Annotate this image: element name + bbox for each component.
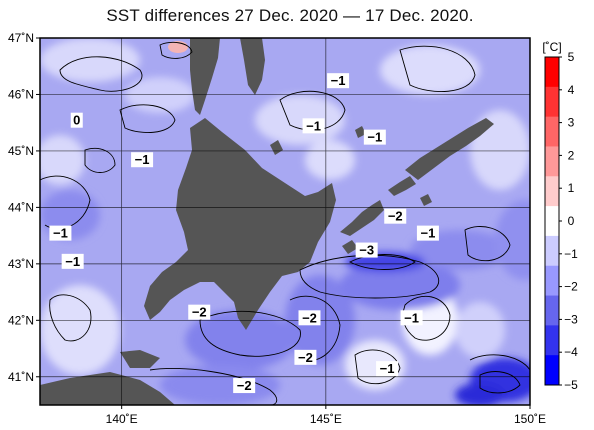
contour-label: −3 (359, 243, 374, 258)
contour-label: −1 (367, 130, 382, 145)
contour-label-bg (376, 361, 399, 377)
contour-label-bg (416, 225, 439, 241)
colorbar-tick-label: −5 (564, 378, 578, 392)
colorbar: 5 4 3 2 1 0 −1 −2 −3 −4 −5 [˚C] (542, 40, 578, 392)
x-tick-label: 150˚E (514, 412, 546, 426)
colorbar-tick-label: −3 (564, 312, 578, 326)
land (40, 38, 494, 405)
colorbar-tick-label: 4 (568, 83, 575, 97)
colorbar-swatch (545, 57, 559, 88)
y-tick-label: 44˚N (8, 200, 34, 214)
colorbar-tick-label: 1 (568, 181, 575, 195)
contour-label: −1 (306, 118, 321, 133)
x-tick-label: 140˚E (106, 412, 138, 426)
contour-label: −1 (380, 361, 395, 376)
colorbar-tick-label: −1 (564, 247, 578, 261)
x-axis: 140˚E 145˚E 150˚E (106, 405, 546, 426)
contour-label-bg (294, 349, 317, 365)
y-tick-label: 43˚N (8, 257, 34, 271)
contour-label: −2 (388, 209, 403, 224)
y-tick-label: 46˚N (8, 87, 34, 101)
x-tick-label: 145˚E (310, 412, 342, 426)
colorbar-tick-label: 0 (568, 214, 575, 228)
colorbar-swatch (545, 176, 559, 207)
contour-lines (40, 41, 530, 405)
y-tick-label: 47˚N (8, 31, 34, 45)
contour-label: −1 (53, 226, 68, 241)
contour-label: −1 (404, 310, 419, 325)
contour-label-bg (70, 112, 83, 128)
contour-label-bg (327, 73, 350, 89)
colorbar-swatch (545, 355, 559, 386)
contour-label-bg (355, 242, 378, 258)
y-tick-label: 42˚N (8, 313, 34, 327)
contour-label: 0 (73, 113, 80, 128)
contour-label-bg (400, 310, 423, 326)
colorbar-tick-label: −4 (564, 345, 578, 359)
contour-labels: 0 −1 −1 −1 −1 −1 −1 −2 −1 −3 −2 −2 −1 −2 −1 −2 (49, 73, 439, 394)
contour-label: −2 (192, 305, 207, 320)
contour-label: −1 (135, 152, 150, 167)
sst-anomaly-field (40, 38, 530, 405)
colorbar-tick-label: −2 (564, 280, 578, 294)
chart-title: SST differences 27 Dec. 2020 — 17 Dec. 2… (106, 6, 474, 25)
contour-label-bg (233, 378, 256, 394)
colorbar-swatch (545, 295, 559, 326)
colorbar-swatch (545, 325, 559, 356)
colorbar-swatch (545, 206, 559, 237)
contour-label-bg (384, 208, 407, 224)
contour-label-bg (61, 253, 84, 269)
contour-label: −1 (65, 254, 80, 269)
y-axis: 47˚N 46˚N 45˚N 44˚N 43˚N 42˚N 41˚N (8, 31, 40, 384)
contour-label-bg (49, 225, 72, 241)
colorbar-swatch (545, 86, 559, 118)
contour-label: −2 (298, 350, 313, 365)
contour-label-bg (188, 304, 211, 320)
colorbar-tick-label: 2 (568, 148, 575, 162)
colorbar-swatch (545, 235, 559, 267)
y-tick-label: 41˚N (8, 370, 34, 384)
colorbar-unit: [˚C] (542, 40, 561, 54)
contour-label: −2 (302, 310, 317, 325)
colorbar-tick-label: 3 (568, 116, 575, 130)
contour-label: −2 (237, 378, 252, 393)
contour-label-bg (298, 310, 321, 326)
map-frame (39, 37, 531, 406)
contour-label-bg (131, 152, 154, 168)
contour-label-bg (363, 129, 386, 145)
contour-label: −1 (421, 226, 436, 241)
colorbar-swatch (545, 265, 559, 297)
colorbar-tick-label: 5 (568, 50, 575, 64)
contour-label: −1 (331, 73, 346, 88)
y-tick-label: 45˚N (8, 144, 34, 158)
colorbar-swatch (545, 116, 559, 147)
colorbar-swatch (545, 146, 559, 177)
contour-label-bg (302, 118, 325, 134)
